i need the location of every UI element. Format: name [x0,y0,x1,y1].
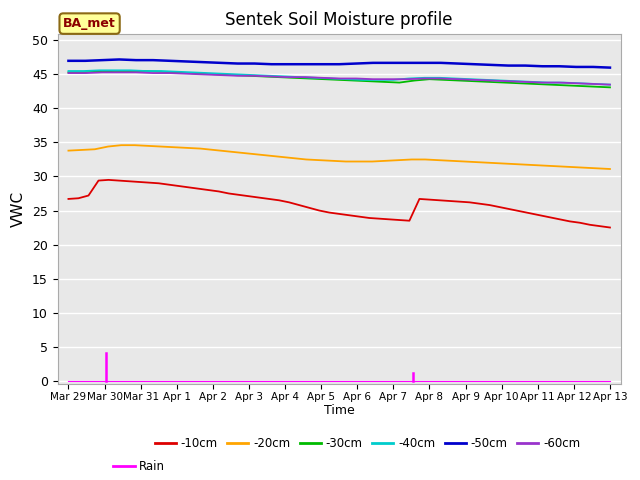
Title: Sentek Soil Moisture profile: Sentek Soil Moisture profile [225,11,453,29]
Y-axis label: VWC: VWC [12,191,26,227]
X-axis label: Time: Time [324,405,355,418]
Legend: Rain: Rain [109,456,170,478]
Text: BA_met: BA_met [63,17,116,30]
